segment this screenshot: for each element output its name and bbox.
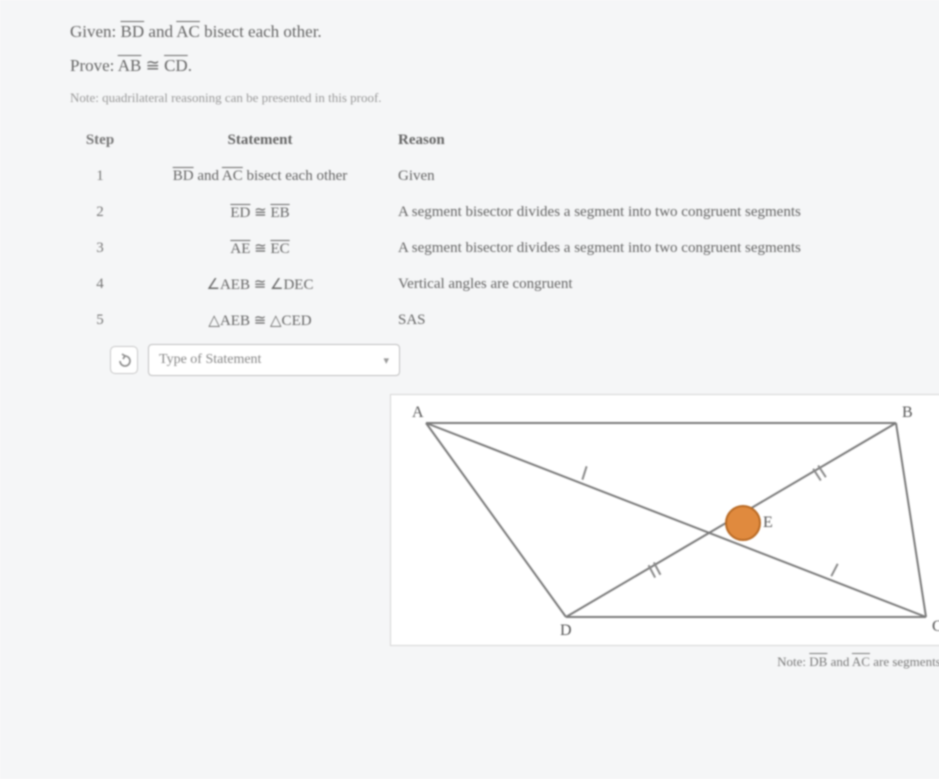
figure-area: A B C D E Note: DB and AC are segments.	[390, 394, 939, 670]
statement-type-dropdown[interactable]: Type of Statement ▾	[148, 344, 400, 376]
note-seg: DB	[809, 654, 827, 669]
svg-text:E: E	[763, 514, 773, 531]
svg-text:B: B	[902, 404, 913, 421]
undo-button[interactable]	[110, 346, 138, 374]
stmt: AE ≅ EC	[130, 239, 390, 258]
chevron-down-icon: ▾	[383, 354, 389, 367]
reason: SAS	[390, 312, 911, 329]
given-seg2: AC	[176, 22, 200, 41]
dropdown-label: Type of Statement	[159, 352, 261, 368]
given-prefix: Given:	[70, 22, 116, 41]
stmt-seg: AE	[230, 241, 250, 257]
stmt-seg: EB	[270, 205, 289, 221]
page: Given: BD and AC bisect each other. Prov…	[0, 0, 939, 670]
given-mid: and	[144, 22, 176, 41]
table-row: 4 ∠AEB ≅ ∠DEC Vertical angles are congru…	[70, 266, 911, 302]
undo-icon	[117, 353, 131, 367]
reason: A segment bisector divides a segment int…	[390, 204, 911, 221]
step-num: 1	[70, 168, 130, 185]
reason: Given	[390, 168, 911, 185]
proof-header-row: Step Statement Reason	[70, 122, 911, 158]
table-row: 5 △AEB ≅ △CED SAS	[70, 302, 911, 338]
stmt-seg: AC	[222, 168, 243, 184]
figure-note: Note: DB and AC are segments.	[390, 654, 939, 670]
step-num: 4	[70, 276, 130, 293]
prove-tail: .	[188, 56, 192, 75]
stmt: ED ≅ EB	[130, 203, 390, 222]
note-tail: are segments.	[870, 654, 939, 669]
figure-box: A B C D E	[390, 394, 939, 646]
stmt-mid: ≅	[250, 205, 270, 221]
figure-svg: A B C D E	[391, 395, 939, 645]
header-step: Step	[70, 132, 130, 149]
given-line: Given: BD and AC bisect each other.	[70, 22, 911, 42]
step6-row: Type of Statement ▾	[70, 344, 911, 376]
stmt-seg: ED	[230, 205, 250, 221]
svg-text:D: D	[560, 622, 572, 639]
reason: A segment bisector divides a segment int…	[390, 240, 911, 257]
note-pre: Note:	[777, 654, 809, 669]
prove-sym: ≅	[141, 56, 164, 75]
prove-lhs: AB	[118, 56, 142, 75]
given-tail: bisect each other.	[200, 22, 322, 41]
reason: Vertical angles are congruent	[390, 276, 911, 293]
prove-rhs: CD	[164, 56, 188, 75]
stmt: △AEB ≅ △CED	[130, 311, 390, 330]
sub-note: Note: quadrilateral reasoning can be pre…	[70, 90, 911, 106]
step-num: 3	[70, 240, 130, 257]
given-seg1: BD	[121, 22, 145, 41]
stmt-tail: bisect each other	[243, 168, 348, 184]
prove-line: Prove: AB ≅ CD.	[70, 56, 911, 76]
header-reason: Reason	[390, 132, 911, 149]
note-mid: and	[827, 654, 852, 669]
svg-text:C: C	[932, 618, 939, 635]
table-row: 1 BD and AC bisect each other Given	[70, 158, 911, 194]
stmt-seg: BD	[173, 168, 194, 184]
proof-table: Step Statement Reason 1 BD and AC bisect…	[70, 122, 911, 376]
stmt-seg: EC	[270, 241, 289, 257]
stmt-mid: ≅	[250, 241, 270, 257]
stmt-mid: and	[194, 168, 222, 184]
table-row: 2 ED ≅ EB A segment bisector divides a s…	[70, 194, 911, 230]
svg-text:A: A	[412, 404, 424, 421]
header-stmt: Statement	[130, 132, 390, 149]
table-row: 3 AE ≅ EC A segment bisector divides a s…	[70, 230, 911, 266]
stmt: ∠AEB ≅ ∠DEC	[130, 275, 390, 294]
step-num: 5	[70, 312, 130, 329]
prove-prefix: Prove:	[70, 56, 114, 75]
note-seg: AC	[852, 654, 870, 669]
stmt: BD and AC bisect each other	[130, 168, 390, 185]
step-num: 2	[70, 204, 130, 221]
